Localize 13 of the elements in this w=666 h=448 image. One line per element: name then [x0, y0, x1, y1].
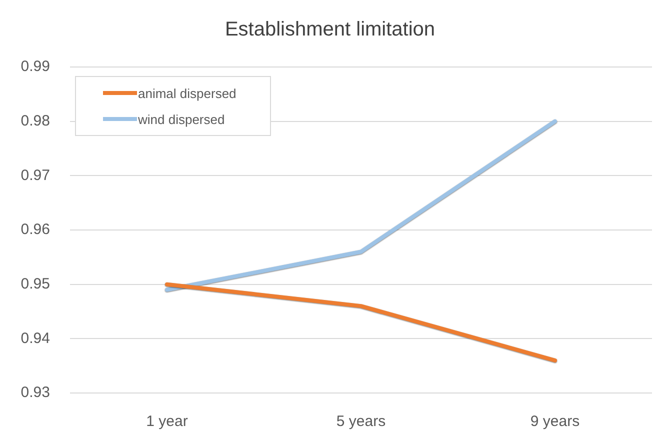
- legend-label: animal dispersed: [138, 86, 236, 100]
- y-tick-label: 0.99: [20, 58, 50, 76]
- chart-title: Establishment limitation: [224, 18, 436, 41]
- y-tick-label: 0.96: [20, 221, 50, 238]
- legend-label: wind dispersed: [138, 112, 225, 126]
- x-tick-label: 9 years: [530, 413, 580, 430]
- y-tick-label: 0.97: [20, 166, 50, 184]
- y-tick-label: 0.94: [20, 330, 50, 347]
- x-tick-label: 5 years: [336, 413, 386, 430]
- y-tick-label: 0.95: [20, 275, 50, 292]
- x-tick-label: 1 year: [146, 413, 188, 430]
- y-tick-label: 0.93: [20, 384, 50, 402]
- y-tick-label: 0.98: [20, 112, 50, 130]
